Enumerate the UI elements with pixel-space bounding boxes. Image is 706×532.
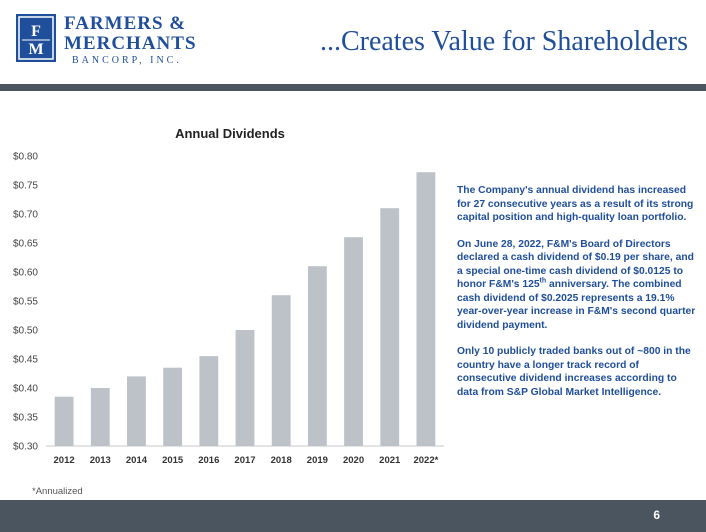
bar-2017 xyxy=(235,330,255,446)
dividend-chart: $0.30 $0.35 $0.40 $0.45 $0.50 $0.55 $0.60 $0.65… xyxy=(0,120,450,480)
chart-svg: $0.30 $0.35 $0.40 $0.45 $0.50 $0.55 $0.60 $0.65… xyxy=(13,152,444,466)
bar-2016 xyxy=(199,356,219,446)
y-tick-label: $0.80 xyxy=(13,152,38,163)
x-tick-label: 2020 xyxy=(343,455,364,466)
x-tick-label: 2017 xyxy=(234,455,255,466)
fm-logo-icon: F M xyxy=(16,14,56,62)
y-tick-label: $0.75 xyxy=(13,181,38,192)
slide-header: F M FARMERS & MERCHANTS BANCORP, INC. ..… xyxy=(0,0,706,76)
bar-2019 xyxy=(307,266,327,446)
x-tick-label: 2014 xyxy=(126,455,148,466)
paragraph-2-post: anniversary. The combined cash dividend … xyxy=(457,279,696,331)
bar-2021 xyxy=(380,208,400,446)
x-tick-label: 2016 xyxy=(198,455,219,466)
logo-line-2: MERCHANTS xyxy=(64,33,197,54)
footnote: *Annualized xyxy=(32,486,83,497)
x-tick-label: 2019 xyxy=(307,455,328,466)
x-tick-label: 2013 xyxy=(90,455,111,466)
body-text: The Company's annual dividend has increa… xyxy=(457,184,697,412)
bar-2013 xyxy=(90,388,110,446)
svg-text:M: M xyxy=(28,41,43,58)
paragraph-2-pre: On June 28, 2022, F&M's Board of Directo… xyxy=(457,238,694,291)
bar-2020 xyxy=(344,237,363,446)
chart-title: Annual Dividends xyxy=(175,126,285,141)
y-tick-label: $0.45 xyxy=(13,355,38,366)
bar-2014 xyxy=(127,376,146,446)
page-number: 6 xyxy=(653,508,660,522)
y-tick-label: $0.35 xyxy=(13,413,38,424)
y-tick-label: $0.40 xyxy=(13,384,38,395)
logo-line-3: BANCORP, INC. xyxy=(72,55,182,66)
superscript-th: th xyxy=(539,277,547,285)
x-tick-label: 2018 xyxy=(271,455,292,466)
page-title: ...Creates Value for Shareholders xyxy=(319,26,688,57)
x-tick-label: 2021 xyxy=(379,455,401,466)
footer-bar: 6 xyxy=(0,500,706,532)
logo-line-1: FARMERS & xyxy=(64,13,187,34)
paragraph-track-record: Only 10 publicly traded banks out of ~80… xyxy=(457,346,691,398)
y-tick-label: $0.65 xyxy=(13,239,38,250)
company-logo-text: FARMERS & MERCHANTS BANCORP, INC. xyxy=(64,13,197,67)
x-tick-label: 2022* xyxy=(413,455,438,466)
y-tick-label: $0.60 xyxy=(13,268,38,279)
bar-2018 xyxy=(271,295,291,446)
paragraph-board-declaration: On June 28, 2022, F&M's Board of Directo… xyxy=(457,238,697,333)
y-tick-label: $0.55 xyxy=(13,297,38,308)
x-tick-label: 2015 xyxy=(162,455,184,466)
y-tick-label: $0.30 xyxy=(13,442,38,453)
bar-2012 xyxy=(54,396,74,446)
paragraph-dividend-history: The Company's annual dividend has increa… xyxy=(457,185,694,223)
bar-2022 xyxy=(416,172,436,447)
svg-text:F: F xyxy=(31,23,41,40)
header-divider xyxy=(0,84,706,91)
x-tick-label: 2012 xyxy=(54,455,75,466)
bar-2015 xyxy=(163,367,183,446)
y-tick-label: $0.70 xyxy=(13,210,38,221)
y-tick-label: $0.50 xyxy=(13,326,38,337)
